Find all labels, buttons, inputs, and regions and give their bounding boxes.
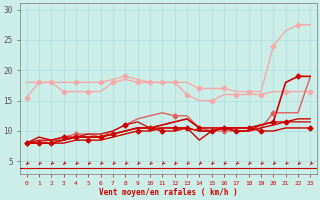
X-axis label: Vent moyen/en rafales ( km/h ): Vent moyen/en rafales ( km/h ) [99,188,238,197]
